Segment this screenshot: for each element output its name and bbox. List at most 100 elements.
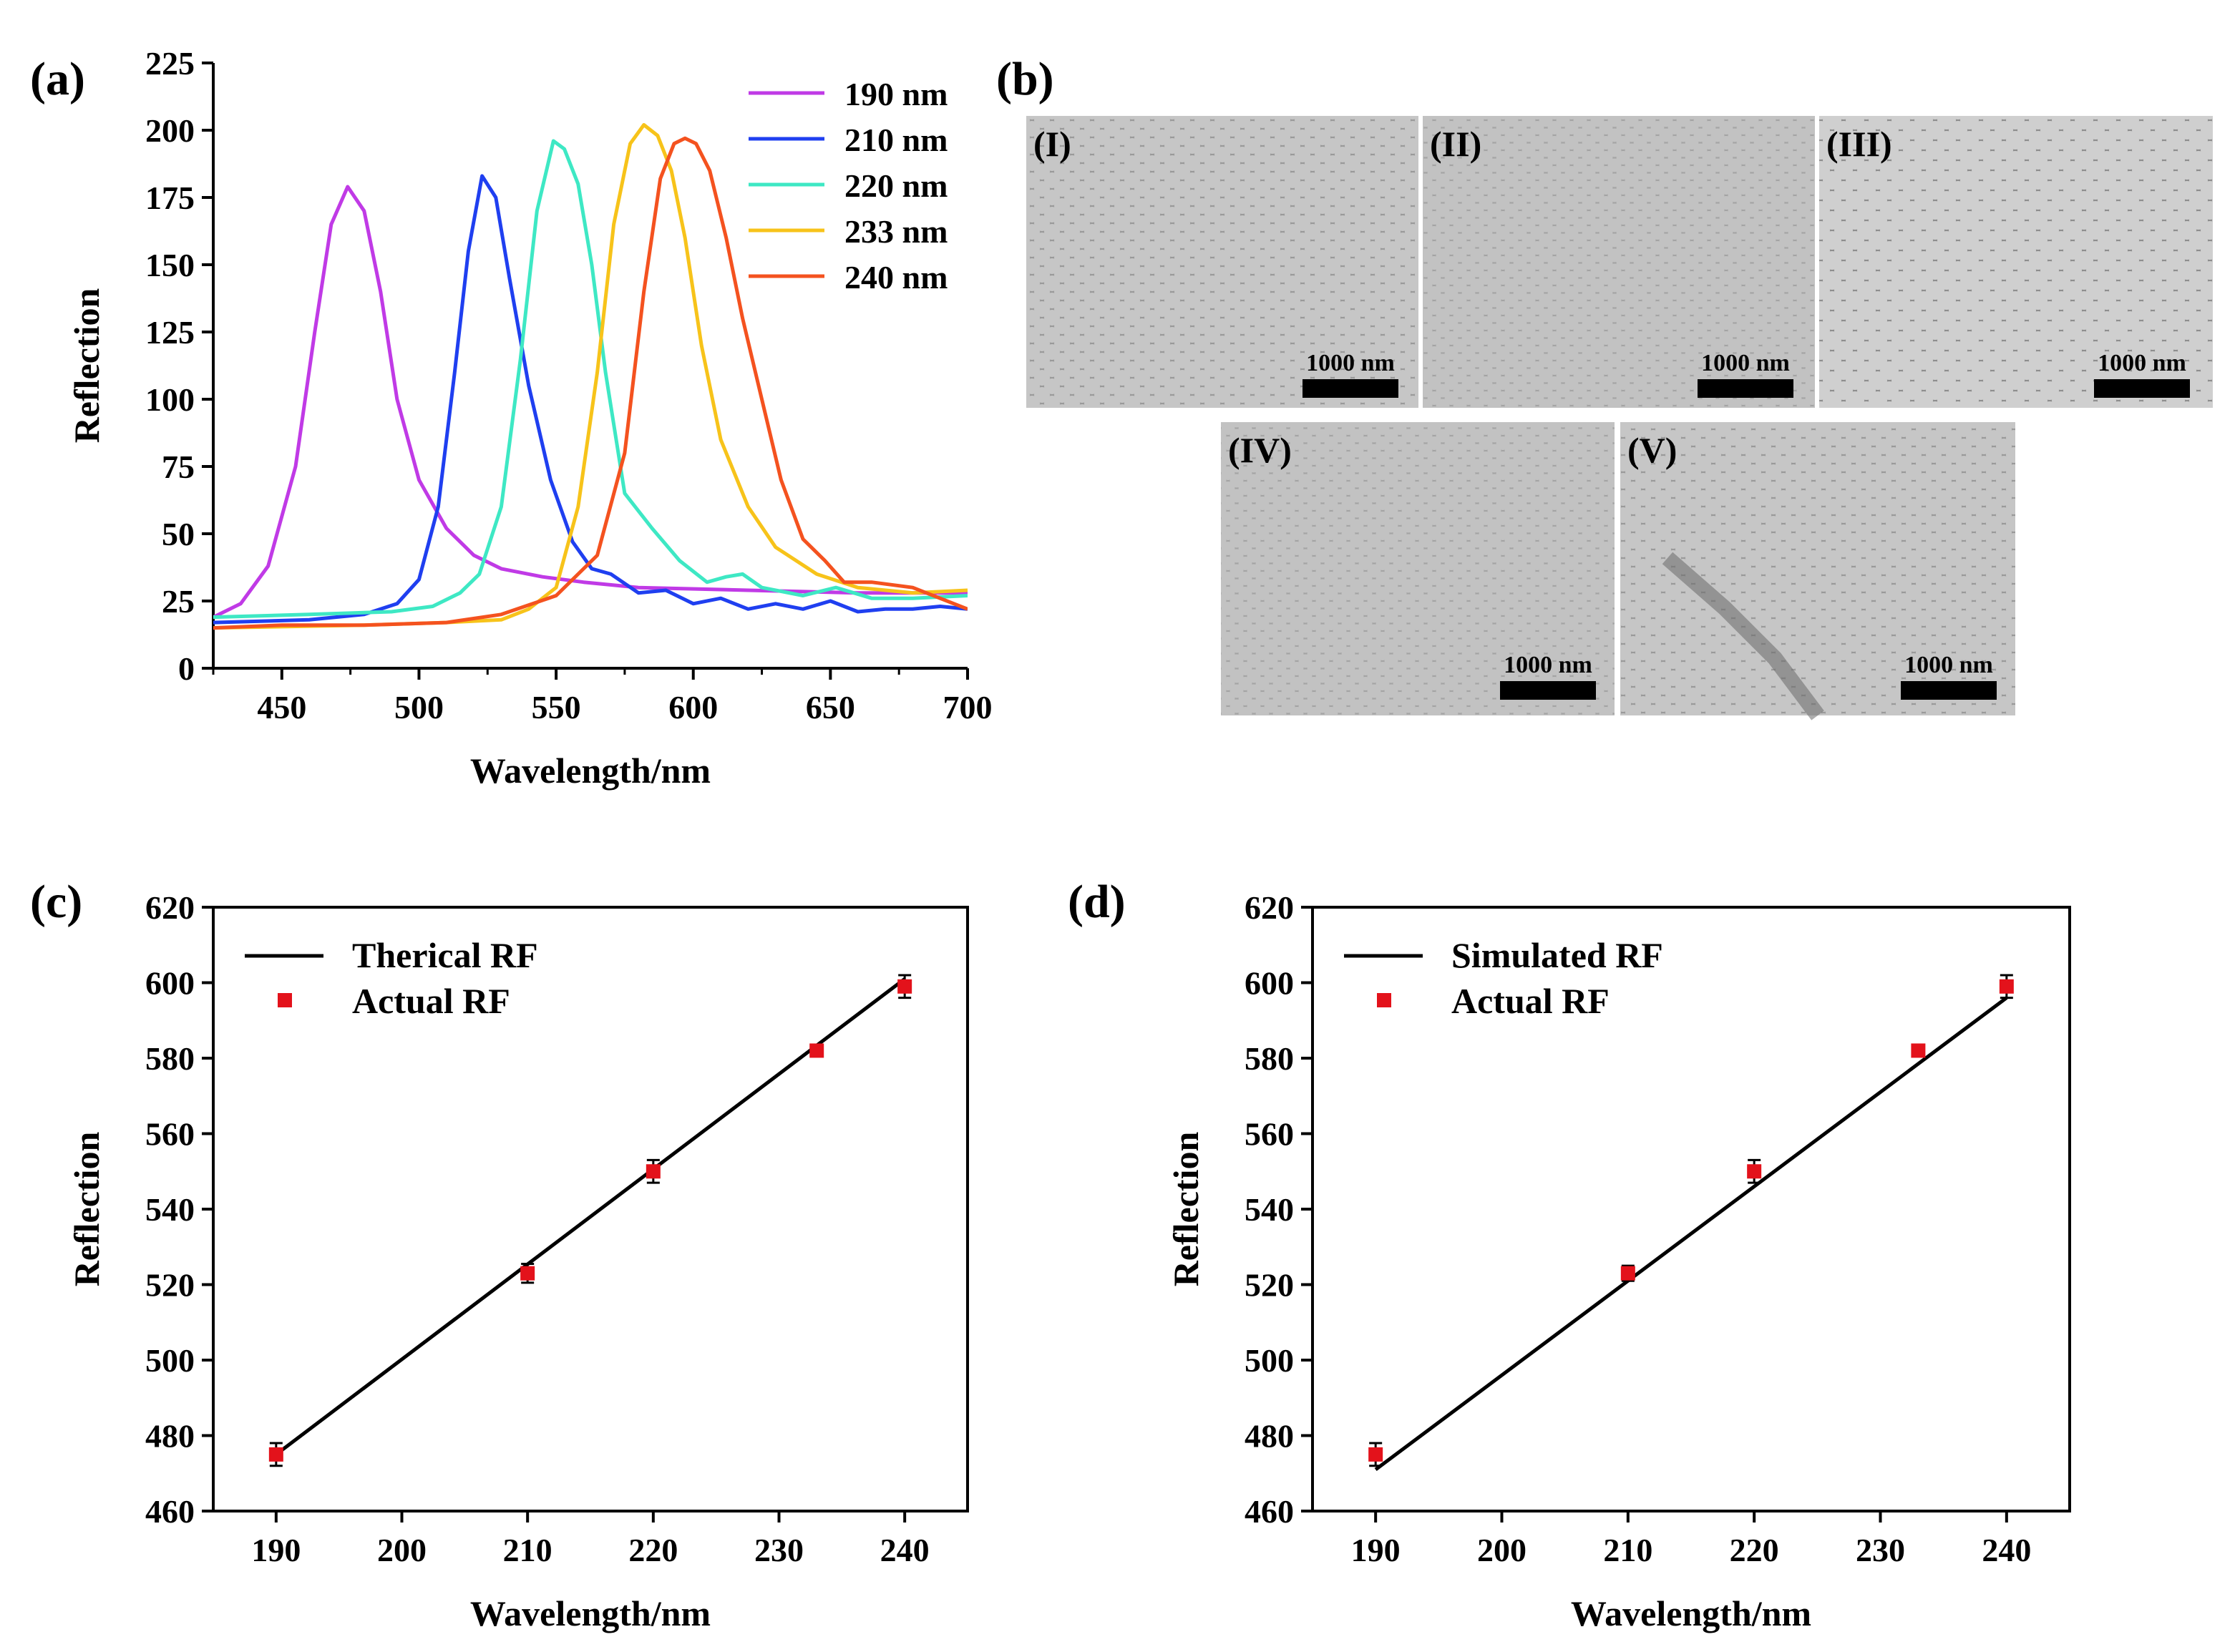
series-line-240-nm — [213, 136, 968, 630]
legend-label: 240 nm — [844, 259, 948, 295]
sem-image-1: (I) 1000 nm — [1026, 116, 1418, 408]
sem-image-4-label: (IV) — [1228, 430, 1292, 470]
scale-bar-label: 1000 nm — [2098, 350, 2186, 376]
x-axis-label: Wavelength/nm — [470, 1593, 711, 1633]
x-tick-label: 600 — [668, 689, 718, 725]
y-tick-label: 0 — [178, 650, 195, 687]
panel-label-a: (a) — [30, 53, 85, 105]
sem-image-5-crack — [1662, 552, 1824, 720]
fit-line — [1374, 996, 2008, 1471]
legend-label: Simulated RF — [1451, 935, 1663, 975]
sem-image-1-texture — [1026, 116, 1418, 408]
x-tick-label: 700 — [943, 689, 993, 725]
scale-bar-label: 1000 nm — [1306, 350, 1395, 376]
scale-bar — [1302, 379, 1398, 398]
chart-c-therical-vs-actual: 190 200 210 220 230 240 460 480 500 520 540 560 580 6… — [67, 889, 969, 1633]
y-tick-label: 75 — [162, 449, 195, 485]
data-point — [1911, 1043, 1926, 1058]
y-tick-label: 200 — [145, 112, 195, 149]
sem-image-2: (II) 1000 nm — [1423, 116, 1815, 408]
x-tick-label: 500 — [394, 689, 444, 725]
sem-image-5: (V) 1000 nm — [1620, 422, 2015, 720]
x-tick-label: 240 — [880, 1532, 930, 1568]
y-tick-label: 480 — [145, 1418, 195, 1455]
y-tick-label: 480 — [1245, 1418, 1294, 1455]
x-tick-label: 210 — [1603, 1532, 1652, 1568]
y-tick-label: 175 — [145, 180, 195, 216]
x-tick-label: 220 — [628, 1532, 678, 1568]
y-tick-label: 560 — [145, 1116, 195, 1153]
scale-bar — [1698, 379, 1793, 398]
scale-bar — [1901, 681, 1997, 700]
legend-label: Actual RF — [1451, 981, 1610, 1021]
x-tick-label: 190 — [251, 1532, 301, 1568]
y-tick-label: 50 — [162, 516, 195, 552]
y-tick-label: 620 — [145, 889, 195, 926]
data-point — [897, 979, 912, 994]
data-point — [520, 1266, 535, 1281]
sem-image-4-texture — [1221, 422, 1615, 715]
data-point — [646, 1164, 661, 1179]
series-line-233-nm — [213, 123, 968, 630]
data-point — [1368, 1447, 1383, 1462]
y-tick-label: 460 — [1245, 1493, 1294, 1530]
scale-bar-label: 1000 nm — [1701, 350, 1790, 376]
y-tick-label: 150 — [145, 247, 195, 283]
y-tick-label: 620 — [1245, 889, 1294, 926]
y-tick-label: 460 — [145, 1493, 195, 1530]
y-tick-label: 100 — [145, 381, 195, 418]
sem-image-3-texture — [1819, 116, 2213, 408]
plot-frame — [1311, 906, 2071, 1512]
sem-image-3-label: (III) — [1826, 124, 1892, 164]
y-tick-label: 600 — [145, 965, 195, 1002]
scale-bar-label: 1000 nm — [1504, 652, 1592, 678]
y-axis-label: Reflection — [67, 288, 107, 444]
y-tick-label: 560 — [1245, 1116, 1294, 1153]
plot-frame — [212, 906, 969, 1512]
x-tick-label: 200 — [377, 1532, 427, 1568]
legend-label: Actual RF — [352, 981, 510, 1021]
scale-bar-label: 1000 nm — [1904, 652, 1993, 678]
panel-label-b: (b) — [996, 53, 1054, 105]
y-tick-label: 520 — [145, 1267, 195, 1304]
y-tick-label: 520 — [1245, 1267, 1294, 1304]
data-point — [1747, 1164, 1762, 1179]
sem-image-5-label: (V) — [1627, 430, 1677, 470]
legend-swatch — [278, 993, 292, 1007]
x-tick-label: 190 — [1351, 1532, 1401, 1568]
legend-label: 190 nm — [844, 76, 948, 112]
x-tick-label: 210 — [503, 1532, 552, 1568]
x-tick-label: 230 — [754, 1532, 804, 1568]
y-tick-label: 580 — [145, 1040, 195, 1077]
x-tick-label: 550 — [532, 689, 581, 725]
x-tick-label: 230 — [1856, 1532, 1905, 1568]
legend-label: Therical RF — [352, 935, 538, 975]
chart-a-reflection-spectra: 450 500 550 600 650 700 0 25 50 75 100 125 150 175 200… — [67, 45, 993, 791]
y-tick-label: 540 — [1245, 1191, 1294, 1228]
data-point — [809, 1043, 824, 1058]
y-tick-label: 580 — [1245, 1040, 1294, 1077]
sem-image-1-label: (I) — [1033, 124, 1071, 164]
legend-label: 233 nm — [844, 213, 948, 250]
x-tick-label: 240 — [1982, 1532, 2031, 1568]
y-axis-label: Reflection — [1166, 1132, 1206, 1287]
y-axis-label: Reflection — [67, 1132, 107, 1287]
scale-bar — [2094, 379, 2190, 398]
x-tick-label: 450 — [257, 689, 306, 725]
series-group — [213, 123, 968, 630]
y-tick-label: 540 — [145, 1191, 195, 1228]
panel-label-c: (c) — [30, 876, 82, 928]
x-axis-label: Wavelength/nm — [470, 751, 711, 791]
y-tick-label: 225 — [145, 45, 195, 82]
panel-label-d: (d) — [1068, 876, 1126, 928]
data-point — [268, 1447, 283, 1462]
chart-d-simulated-vs-actual: 190 200 210 220 230 240 460 480 500 520 540 560 580 6… — [1166, 889, 2071, 1633]
sem-image-4: (IV) 1000 nm — [1221, 422, 1615, 715]
series-line-220-nm — [213, 139, 968, 620]
y-tick-label: 500 — [1245, 1342, 1294, 1379]
sem-image-2-texture — [1423, 116, 1815, 408]
scale-bar — [1500, 681, 1596, 700]
x-tick-label: 200 — [1477, 1532, 1526, 1568]
fit-line — [275, 977, 906, 1456]
